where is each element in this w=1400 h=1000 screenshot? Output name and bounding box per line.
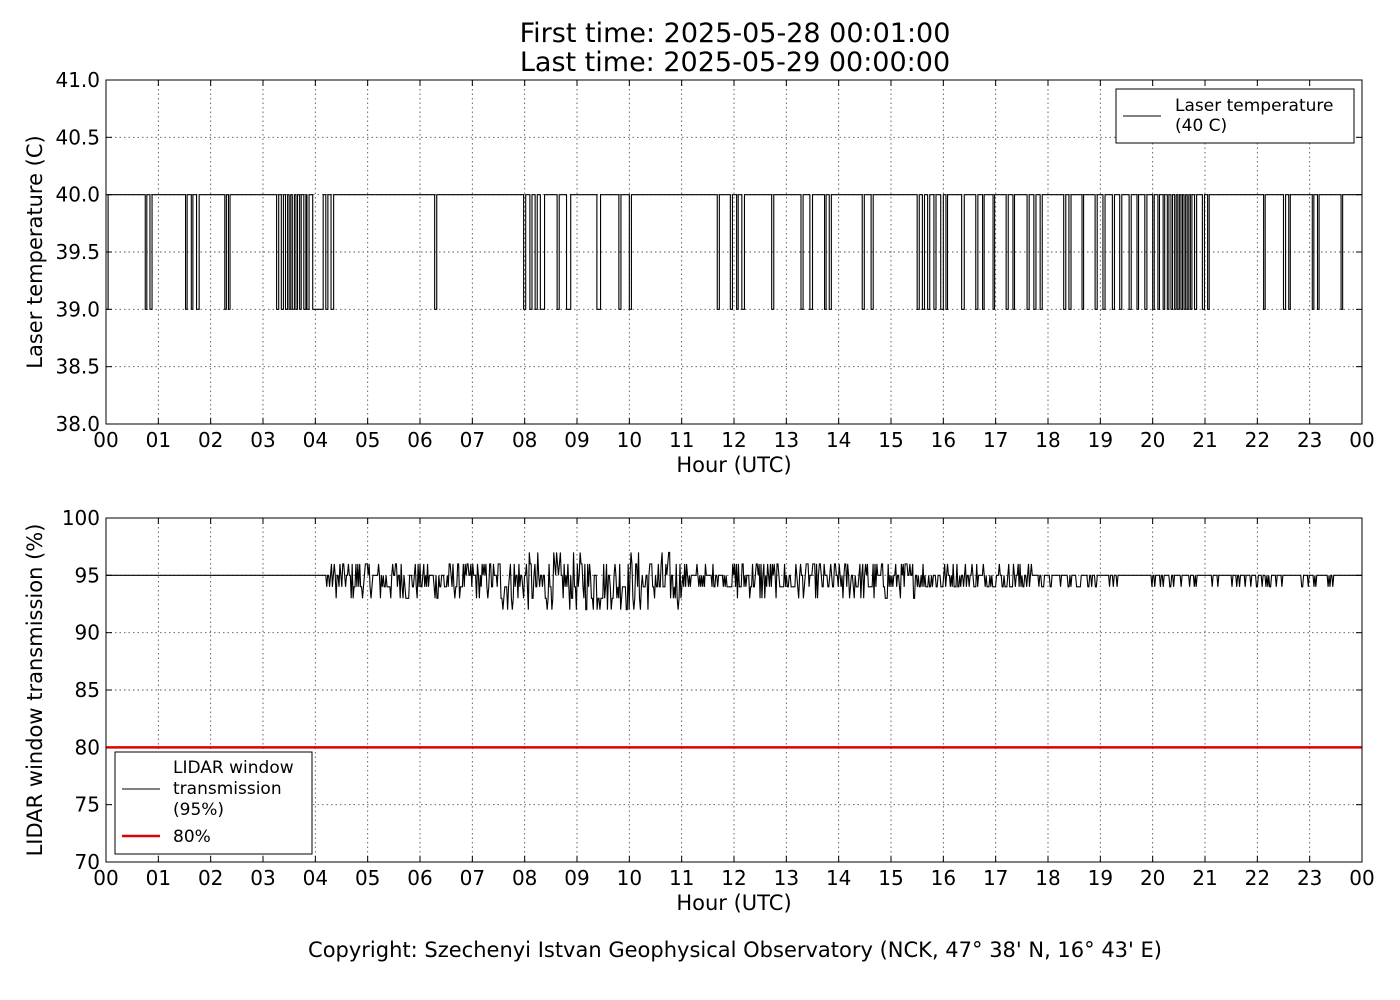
plot-frame bbox=[105, 517, 1363, 863]
x-tick-label: 02 bbox=[198, 428, 223, 452]
x-tick-label: 06 bbox=[407, 866, 432, 890]
legend-label: Laser temperature bbox=[1175, 96, 1333, 116]
legend-label: (95%) bbox=[173, 800, 224, 820]
x-tick-label: 20 bbox=[1140, 428, 1165, 452]
y-tick-label: 41.0 bbox=[55, 68, 100, 92]
title-line-1: First time: 2025-05-28 00:01:00 bbox=[519, 18, 951, 49]
x-tick-label: 16 bbox=[931, 866, 956, 890]
title-line-2: Last time: 2025-05-29 00:00:00 bbox=[519, 47, 951, 78]
x-tick-label: 04 bbox=[303, 866, 328, 890]
x-tick-label: 18 bbox=[1035, 866, 1060, 890]
x-tick-label: 04 bbox=[303, 428, 328, 452]
x-tick-label: 23 bbox=[1297, 866, 1322, 890]
x-tick-label: 10 bbox=[617, 428, 642, 452]
x-tick-label: 09 bbox=[564, 866, 589, 890]
legend-label: LIDAR window bbox=[173, 758, 294, 778]
x-tick-label: 22 bbox=[1245, 428, 1270, 452]
x-tick-label: 08 bbox=[512, 866, 537, 890]
x-tick-label: 18 bbox=[1035, 428, 1060, 452]
y-tick-label: 39.5 bbox=[55, 240, 100, 264]
x-tick-label: 21 bbox=[1192, 866, 1217, 890]
y-tick-label: 75 bbox=[75, 793, 100, 817]
chart-panel-1: 00 01 02 03 04 05 06 07 08 09 10 11 12 13 14 15 16 17 18 19… bbox=[23, 68, 1375, 477]
y-tick-label: 38.5 bbox=[55, 355, 100, 379]
x-tick-label: 19 bbox=[1088, 428, 1113, 452]
x-tick-label: 01 bbox=[146, 428, 171, 452]
x-tick-label: 17 bbox=[983, 866, 1008, 890]
x-tick-label: 13 bbox=[774, 866, 799, 890]
x-tick-label: 05 bbox=[355, 428, 380, 452]
legend-label: transmission bbox=[173, 779, 282, 799]
x-tick-label: 11 bbox=[669, 428, 694, 452]
y-tick-label: 85 bbox=[75, 678, 100, 702]
x-tick-label: 12 bbox=[721, 428, 746, 452]
x-tick-label: 17 bbox=[983, 428, 1008, 452]
y-axis-label: Laser temperature (C) bbox=[23, 135, 47, 368]
y-tick-label: 100 bbox=[62, 506, 100, 530]
x-tick-label: 06 bbox=[407, 428, 432, 452]
x-tick-label: 07 bbox=[460, 866, 485, 890]
y-tick-label: 38.0 bbox=[55, 412, 100, 436]
series-line-1 bbox=[106, 194, 1362, 310]
x-tick-label: 23 bbox=[1297, 428, 1322, 452]
x-tick-label: 03 bbox=[250, 428, 275, 452]
legend-label: (40 C) bbox=[1175, 116, 1227, 136]
x-tick-label: 15 bbox=[878, 866, 903, 890]
x-tick-label: 16 bbox=[931, 428, 956, 452]
x-axis-label: Hour (UTC) bbox=[676, 453, 791, 477]
plot-frame bbox=[105, 79, 1363, 425]
x-tick-label: 09 bbox=[564, 428, 589, 452]
x-tick-label: 11 bbox=[669, 866, 694, 890]
legend-label-threshold: 80% bbox=[173, 827, 211, 847]
x-tick-label: 21 bbox=[1192, 428, 1217, 452]
x-tick-label: 19 bbox=[1088, 866, 1113, 890]
y-tick-label: 90 bbox=[75, 621, 100, 645]
x-tick-label: 14 bbox=[826, 428, 851, 452]
x-tick-label: 14 bbox=[826, 866, 851, 890]
y-tick-label: 95 bbox=[75, 563, 100, 587]
x-tick-label: 01 bbox=[146, 866, 171, 890]
y-tick-label: 40.5 bbox=[55, 125, 100, 149]
x-tick-label: 22 bbox=[1245, 866, 1270, 890]
x-tick-label: 02 bbox=[198, 866, 223, 890]
x-tick-label: 00 bbox=[1349, 866, 1374, 890]
x-tick-label: 07 bbox=[460, 428, 485, 452]
x-tick-label: 00 bbox=[93, 866, 118, 890]
x-tick-label: 12 bbox=[721, 866, 746, 890]
y-tick-label: 39.0 bbox=[55, 297, 100, 321]
y-tick-label: 70 bbox=[75, 850, 100, 874]
x-tick-label: 00 bbox=[93, 428, 118, 452]
y-axis-label: LIDAR window transmission (%) bbox=[23, 524, 47, 857]
x-tick-label: 00 bbox=[1349, 428, 1374, 452]
x-tick-label: 10 bbox=[617, 866, 642, 890]
x-axis-label: Hour (UTC) bbox=[676, 891, 791, 915]
x-tick-label: 15 bbox=[878, 428, 903, 452]
copyright-text: Copyright: Szechenyi Istvan Geophysical … bbox=[308, 938, 1162, 962]
x-tick-label: 05 bbox=[355, 866, 380, 890]
series-line-2 bbox=[106, 551, 1362, 611]
x-tick-label: 03 bbox=[250, 866, 275, 890]
x-tick-label: 13 bbox=[774, 428, 799, 452]
x-tick-label: 20 bbox=[1140, 866, 1165, 890]
y-tick-label: 40.0 bbox=[55, 183, 100, 207]
y-tick-label: 80 bbox=[75, 735, 100, 759]
x-tick-label: 08 bbox=[512, 428, 537, 452]
chart-panel-2: 00 01 02 03 04 05 06 07 08 09 10 11 12 13 14 15 16 17 18 19… bbox=[23, 506, 1375, 915]
